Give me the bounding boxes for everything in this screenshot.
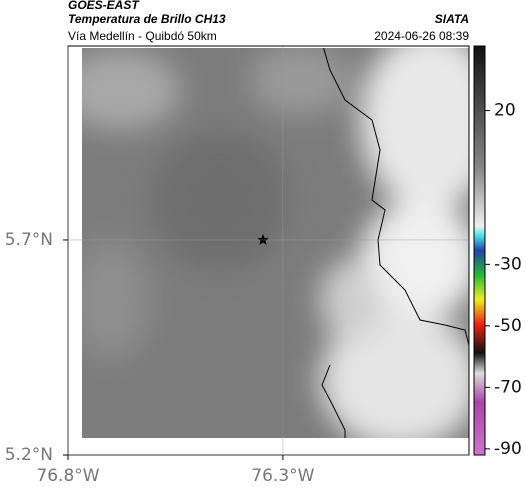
subtitle: Vía Medellín - Quibdó 50km <box>68 29 217 43</box>
timestamp: 2024-06-26 08:39 <box>374 29 469 43</box>
colorbar <box>473 45 486 456</box>
location-marker <box>257 234 269 245</box>
source: GOES-EAST <box>68 0 140 12</box>
colorbar-tick-label: -90 <box>494 439 522 459</box>
colorbar-tick-label: -70 <box>494 377 522 397</box>
brand: SIATA <box>435 12 469 26</box>
x-tick-label: 76.8°W <box>36 466 99 486</box>
y-tick-label: 5.2°N <box>5 445 53 465</box>
satellite-image <box>82 48 469 438</box>
y-tick-label: 5.7°N <box>5 230 53 250</box>
colorbar-tick-label: -30 <box>494 254 522 274</box>
x-tick-label: 76.3°W <box>251 466 314 486</box>
colorbar-tick-label: -50 <box>494 316 522 336</box>
colorbar-tick-label: 20 <box>494 101 516 121</box>
title: Temperatura de Brillo CH13 <box>68 12 226 26</box>
